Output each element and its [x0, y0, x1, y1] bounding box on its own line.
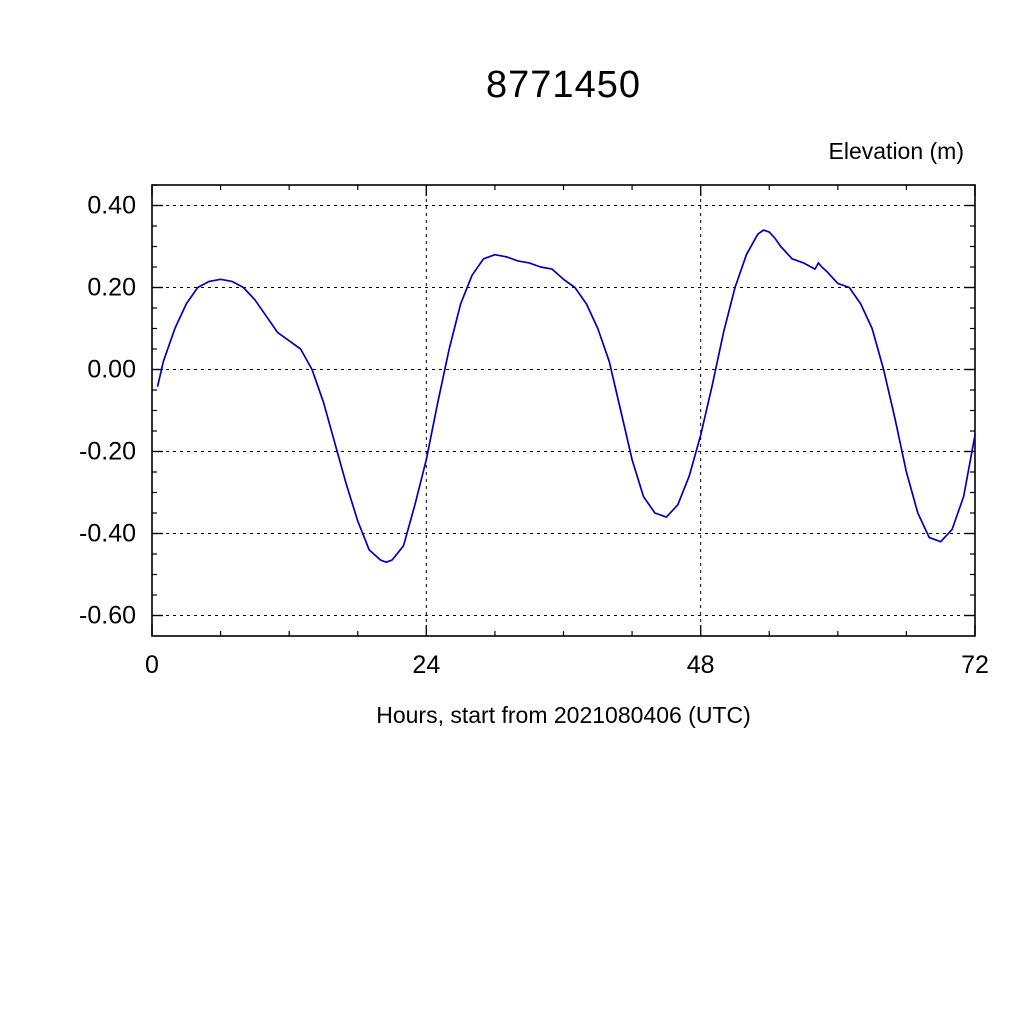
y-axis-title: Elevation (m)	[828, 138, 964, 164]
y-tick-label: 0.20	[87, 274, 136, 302]
y-tick-label: 0.40	[87, 192, 136, 220]
plot-frame	[151, 184, 976, 637]
x-tick-label: 72	[961, 651, 989, 679]
y-tick-label: -0.60	[79, 602, 136, 630]
y-tick-label: 0.00	[87, 356, 136, 384]
y-tick-label: -0.20	[79, 438, 136, 466]
x-axis-label: Hours, start from 2021080406 (UTC)	[376, 702, 751, 728]
x-tick-label: 48	[687, 651, 715, 679]
elevation-line	[156, 229, 976, 564]
y-tick-label: -0.40	[79, 520, 136, 548]
x-tick-label: 24	[412, 651, 440, 679]
chart-title: 8771450	[486, 64, 641, 106]
x-tick-label: 0	[145, 651, 159, 679]
